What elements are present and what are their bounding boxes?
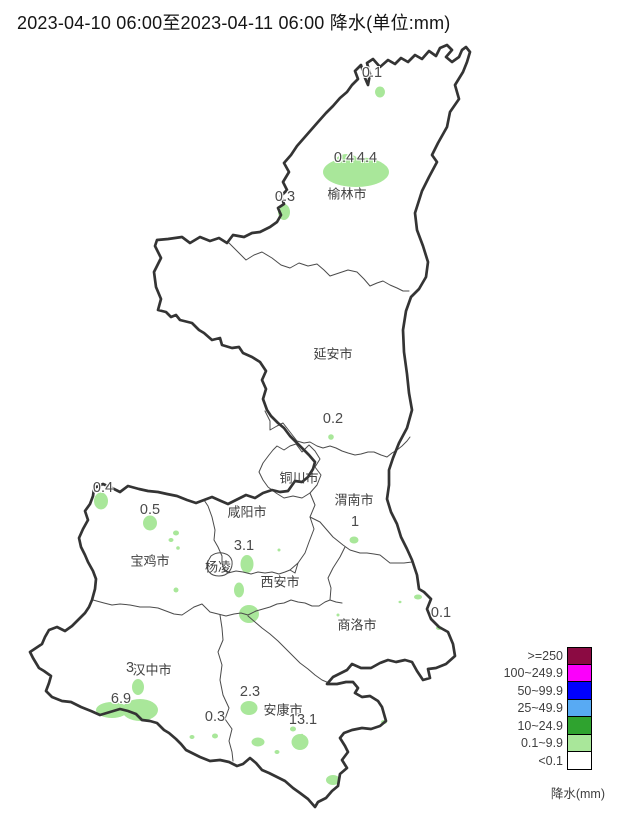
precip-value: 4.4 [356, 150, 378, 166]
precip-blob [349, 536, 359, 544]
city-label-xianyang: 咸阳市 [227, 504, 267, 520]
city-label-weinan: 渭南市 [334, 492, 374, 508]
legend-swatch [567, 663, 592, 682]
precip-blob [274, 750, 280, 754]
precip-blob [336, 613, 340, 617]
legend-swatch [567, 716, 592, 735]
precip-blob [173, 530, 179, 536]
precip-value: 0.4 [92, 480, 114, 496]
legend-row: 100~249.9 [503, 663, 592, 682]
precip-blob [240, 701, 258, 715]
precip-blob [240, 555, 254, 573]
legend-row: 25~49.9 [504, 698, 592, 717]
city-label-tongchuan: 铜川市 [279, 470, 319, 486]
precip-value: 6.9 [110, 691, 132, 707]
legend-row: 10~24.9 [504, 716, 592, 735]
precip-blob [291, 734, 309, 750]
precip-value: 13.1 [288, 712, 318, 728]
precip-blob [251, 737, 265, 747]
precip-blob [328, 434, 334, 440]
precip-blob [189, 735, 195, 739]
border-xian-shangluo [327, 546, 346, 601]
precip-blob [168, 538, 174, 542]
border-yangling [206, 552, 233, 577]
precip-blob [132, 679, 144, 695]
legend-label: >=250 [527, 648, 563, 663]
city-label-baoji: 宝鸡市 [130, 553, 170, 569]
legend-row: 0.1~9.9 [504, 733, 592, 752]
border-xianyang-xian [227, 562, 299, 575]
precip-blob [398, 600, 402, 604]
precip-blob [122, 699, 158, 721]
precip-blob [335, 154, 359, 170]
legend-label: 50~99.9 [517, 683, 563, 698]
precip-value: 3 [125, 660, 135, 676]
legend-swatch [567, 733, 592, 752]
precip-value: 0.3 [274, 189, 296, 205]
page-title: 2023-04-10 06:00至2023-04-11 06:00 降水(单位:… [17, 13, 451, 33]
precip-value: 0.5 [139, 502, 161, 518]
precip-blob [326, 775, 340, 785]
city-label-shangluo: 商洛市 [337, 617, 377, 633]
city-label-yangling: 杨凌 [204, 559, 232, 575]
border-baoji-xianyang [203, 499, 229, 574]
legend-swatch [567, 681, 592, 700]
legend-row: >=250 [504, 647, 592, 665]
precip-value: 0.1 [361, 65, 383, 81]
legend-swatch [567, 698, 592, 717]
border-ankang-shangluo [247, 615, 330, 684]
legend-label: 0.1~9.9 [520, 736, 563, 751]
precip-blob [290, 726, 296, 732]
city-label-yulin: 榆林市 [327, 186, 367, 202]
border-weinan-west [289, 492, 316, 571]
precip-value: 0.3 [204, 709, 226, 725]
legend-label: 100~249.9 [503, 666, 563, 681]
precip-value: 2.3 [239, 684, 261, 700]
precip-value: 0.4 [333, 150, 355, 166]
city-label-hanzhong: 汉中市 [132, 662, 172, 678]
border-baoji-hanzhong [92, 599, 195, 616]
border-weinan-south [309, 516, 413, 564]
precip-legend: >=250 100~249.9 50~99.9 25~49.9 10~24.9 … [504, 647, 592, 770]
border-yulin-yanan [228, 242, 410, 292]
legend-label: <0.1 [538, 753, 563, 768]
precip-blob [173, 587, 179, 593]
border-yanan-south [264, 410, 411, 458]
legend-label: 10~24.9 [517, 718, 563, 733]
precip-blob [176, 546, 180, 550]
border-hanzhong-ankang [217, 614, 234, 762]
precip-blob [414, 594, 422, 600]
legend-row: <0.1 [504, 751, 592, 770]
legend-swatch [567, 751, 592, 770]
precip-value: 0.2 [322, 411, 344, 427]
precip-area-shapes [94, 86, 442, 785]
legend-row: 50~99.9 [504, 681, 592, 700]
city-label-ankang: 安康市 [263, 702, 303, 718]
legend-title: 降水(mm) [550, 787, 605, 801]
city-borders [92, 242, 413, 762]
precip-value: 3.1 [233, 538, 255, 554]
legend-label: 25~49.9 [517, 701, 563, 716]
city-label-yanan: 延安市 [313, 346, 353, 362]
province-outline [28, 43, 472, 809]
precip-value: 0.1 [430, 605, 452, 621]
precip-blob [143, 515, 157, 531]
precip-value: 1 [350, 514, 360, 530]
legend-swatch [567, 647, 592, 665]
precip-blob [234, 582, 244, 598]
border-xian-south [193, 599, 343, 617]
precip-blob [212, 733, 218, 739]
precip-blob [94, 492, 108, 510]
precip-blob [277, 548, 281, 552]
city-label-xian: 西安市 [260, 574, 300, 590]
precip-blob [375, 86, 385, 98]
